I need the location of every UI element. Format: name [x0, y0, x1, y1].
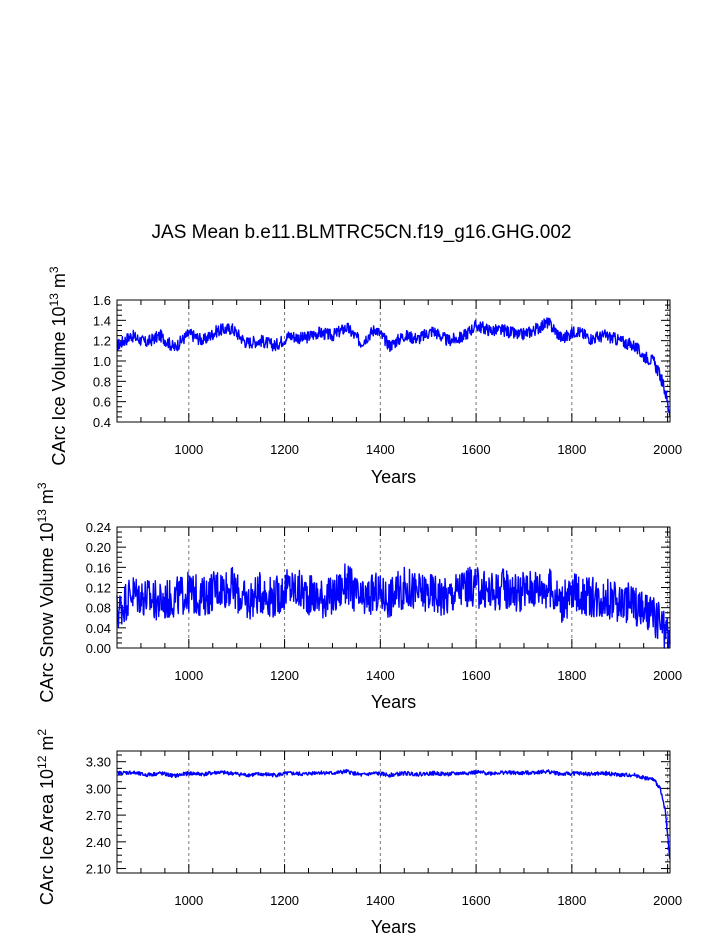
- y-axis-unit-exponent: 3: [47, 266, 61, 273]
- x-tick-label: 1200: [270, 893, 299, 908]
- x-tick-label: 1400: [366, 893, 395, 908]
- x-tick-label: 1800: [557, 893, 586, 908]
- x-axis-title: Years: [371, 467, 416, 487]
- y-tick-label: 0.6: [93, 395, 111, 410]
- y-axis-exponent: 13: [35, 509, 49, 523]
- y-tick-label: 1.6: [93, 293, 111, 308]
- y-tick-label: 1.0: [93, 354, 111, 369]
- y-tick-label: 2.10: [86, 862, 111, 877]
- y-axis-title: CArc Ice Area 1012 m2: [35, 729, 57, 905]
- chart-ice-volume: 0.4 0.6 0.8 1.0 1.2 1.4 1.6 1000 1200 1400 1600 180…: [47, 266, 682, 487]
- y-axis-unit: m: [49, 273, 69, 293]
- x-tick-label: 1800: [557, 442, 586, 457]
- x-tick-label: 1600: [462, 668, 491, 683]
- y-axis-unit: m: [37, 489, 57, 509]
- x-tick-label: 2000: [653, 893, 682, 908]
- y-axis-title: CArc Snow Volume 1013 m3: [35, 482, 57, 702]
- y-axis-title-text: CArc Ice Volume 10: [49, 306, 69, 465]
- plot-frame: [116, 750, 671, 874]
- y-tick-label: 0.16: [86, 560, 111, 575]
- x-tick-label: 2000: [653, 442, 682, 457]
- y-tick-label: 3.30: [86, 755, 111, 770]
- x-tick-label: 1600: [462, 893, 491, 908]
- y-tick-label: 2.40: [86, 835, 111, 850]
- x-tick-label: 1600: [462, 442, 491, 457]
- y-tick-label: 0.12: [86, 581, 111, 596]
- plot-frame: [116, 299, 671, 423]
- x-tick-label: 1000: [174, 442, 203, 457]
- series-line-ice-area: [116, 768, 671, 859]
- y-tick-label: 0.24: [86, 520, 111, 535]
- y-tick-label: 3.00: [86, 781, 111, 796]
- series-line-ice-volume: [116, 317, 671, 418]
- y-tick-label: 0.08: [86, 601, 111, 616]
- y-tick-label: 1.4: [93, 313, 111, 328]
- y-tick-label: 0.8: [93, 374, 111, 389]
- y-axis-unit-exponent: 2: [35, 729, 49, 736]
- y-tick-label: 0.04: [86, 621, 111, 636]
- chart-snow-volume: 0.00 0.04 0.08 0.12 0.16 0.20 0.24 1000 1200 1400…: [35, 482, 682, 712]
- x-tick-label: 1000: [174, 893, 203, 908]
- y-axis-unit-exponent: 3: [35, 482, 49, 489]
- y-axis-unit: m: [37, 736, 57, 756]
- x-tick-label: 1400: [366, 668, 395, 683]
- y-axis-exponent: 13: [47, 293, 61, 307]
- y-axis-title-text: CArc Snow Volume 10: [37, 522, 57, 702]
- figure-title: JAS Mean b.e11.BLMTRC5CN.f19_g16.GHG.002: [151, 222, 572, 243]
- x-axis-title: Years: [371, 692, 416, 712]
- y-tick-label: 2.70: [86, 808, 111, 823]
- y-tick-label: 0.00: [86, 641, 111, 656]
- x-tick-label: 2000: [653, 668, 682, 683]
- plot-frame: [116, 526, 671, 649]
- chart-ice-area: 2.10 2.40 2.70 3.00 3.30 1000 1200 1400 1600 1800…: [35, 729, 682, 935]
- y-axis-title-text: CArc Ice Area 10: [37, 769, 57, 905]
- y-axis-exponent: 12: [35, 755, 49, 769]
- x-tick-label: 1200: [270, 668, 299, 683]
- x-tick-label: 1800: [557, 668, 586, 683]
- x-axis-title: Years: [371, 917, 416, 935]
- y-tick-label: 1.2: [93, 334, 111, 349]
- y-axis-title: CArc Ice Volume 1013 m3: [47, 266, 69, 465]
- x-tick-label: 1400: [366, 442, 395, 457]
- y-tick-label: 0.4: [93, 415, 111, 430]
- y-tick-label: 0.20: [86, 540, 111, 555]
- x-tick-label: 1000: [174, 668, 203, 683]
- series-line-snow-volume: [116, 563, 671, 649]
- x-tick-label: 1200: [270, 442, 299, 457]
